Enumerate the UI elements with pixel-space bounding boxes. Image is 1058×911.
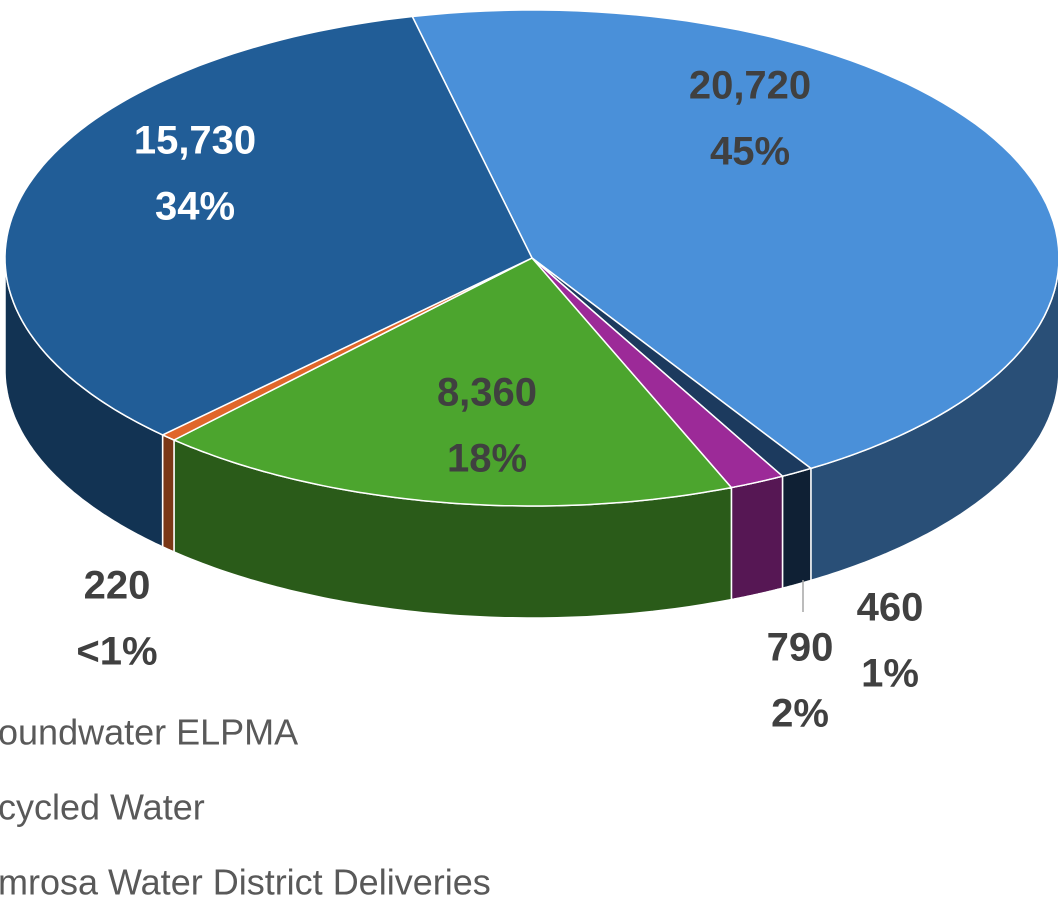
percent-label: 1%: [861, 652, 919, 696]
data-label: 460: [857, 586, 924, 630]
percent-label: 34%: [155, 185, 235, 229]
slice: [411, 9, 1058, 470]
data-label: 8,360: [437, 371, 537, 415]
slice: [531, 257, 784, 489]
slice: [4, 15, 534, 436]
data-label: 220: [84, 564, 151, 608]
percent-label: <1%: [76, 630, 157, 674]
slice: [531, 257, 813, 478]
data-label: 790: [767, 626, 834, 670]
slice-side: [781, 467, 812, 590]
percent-label: 18%: [447, 437, 527, 481]
slice: [162, 257, 533, 441]
slice-side: [161, 434, 175, 554]
data-label: 15,730: [134, 119, 256, 163]
legend-label: oundwater ELPMA: [0, 712, 298, 753]
percent-label: 2%: [771, 692, 829, 736]
legend-label: cycled Water: [0, 787, 205, 828]
legend-label: mrosa Water District Deliveries: [0, 862, 491, 903]
percent-label: 45%: [710, 130, 790, 174]
data-label: 20,720: [689, 64, 811, 108]
slice: [172, 257, 733, 507]
slice-side: [730, 475, 784, 601]
